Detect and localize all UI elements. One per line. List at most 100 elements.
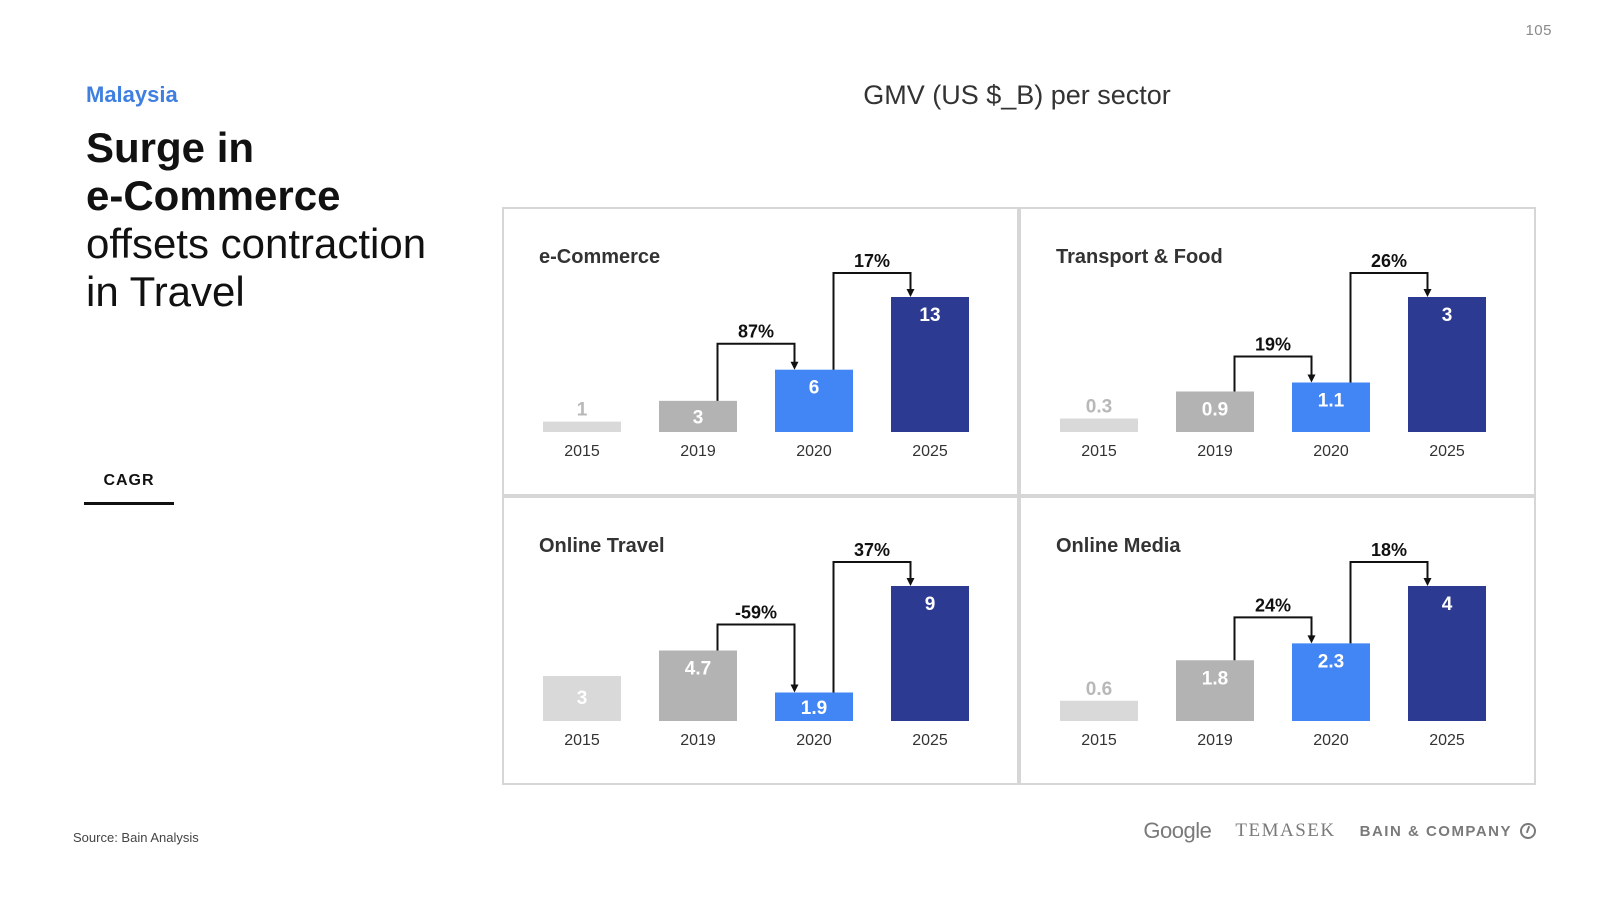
bar-2020 (1292, 382, 1370, 432)
headline-line-4: in Travel (86, 268, 245, 315)
x-tick-label: 2025 (1429, 732, 1465, 749)
x-tick-label: 2025 (912, 443, 948, 460)
cagr-connector (1233, 355, 1313, 392)
cagr-connector (832, 561, 912, 693)
bar-2025 (891, 297, 969, 432)
data-label: 3 (1442, 305, 1453, 326)
bar-2025 (1408, 586, 1486, 721)
headline: Surge in e-Commerce offsets contraction … (86, 124, 476, 316)
chart-4: Online Media 2015 0.6 2019 1.8 2020 2.3 2025 4 24… (1056, 535, 1486, 749)
cagr-connector (1349, 561, 1429, 644)
chart-title: Transport & Food (1056, 246, 1223, 268)
country-label: Malaysia (86, 82, 178, 107)
cagr-connector (1349, 272, 1429, 383)
panel-frame-2 (1019, 207, 1536, 496)
cagr-connector (716, 342, 796, 401)
cagr-label: 19% (1255, 335, 1291, 355)
data-label: 1.9 (801, 698, 827, 719)
partner-logos: Google TEMASEK BAIN & COMPANY (1143, 818, 1536, 844)
x-tick-label: 2020 (1313, 443, 1349, 460)
cagr-arrowhead (906, 578, 915, 586)
bar-2025 (891, 586, 969, 721)
headline-bold-line-2: e-Commerce (86, 172, 341, 219)
bar-2019 (1176, 391, 1254, 432)
cagr-arrowhead (1423, 578, 1432, 586)
cagr-arrowhead (1307, 635, 1316, 644)
source-note: Source: Bain Analysis (73, 830, 199, 845)
cagr-label: 24% (1255, 595, 1291, 615)
x-tick-label: 2025 (912, 732, 948, 749)
chart-2: Transport & Food 2015 0.3 2019 0.9 2020 1.1 202… (1056, 246, 1486, 460)
temasek-logo: TEMASEK (1235, 820, 1336, 841)
data-label: 0.3 (1086, 397, 1112, 418)
bar-2015 (543, 421, 621, 432)
cagr-arrowhead (790, 361, 799, 370)
chart-3: Online Travel 2015 3 2019 4.7 2020 1.9 2025 9 -59… (539, 535, 969, 749)
chart-heading: GMV (US $_B) per sector (863, 80, 1171, 110)
cagr-label: 26% (1371, 251, 1407, 271)
panel-frame-3 (502, 496, 1019, 785)
chart-panel: e-Commerce 2015 1 2019 3 2020 6 2025 13 87% 17% Tra… (502, 207, 1536, 785)
data-label: 9 (925, 594, 936, 615)
cagr-connector (716, 623, 796, 686)
headline-bold-line-1: Surge in (86, 124, 255, 171)
bar-2020 (1292, 643, 1370, 721)
bain-mark-icon (1520, 823, 1536, 839)
bar-2015 (1060, 418, 1138, 432)
data-label: 1.8 (1202, 668, 1228, 689)
x-tick-label: 2015 (1081, 443, 1117, 460)
data-label: 4.7 (685, 659, 711, 680)
cagr-arrowhead (1423, 289, 1432, 297)
x-tick-label: 2019 (1197, 443, 1233, 460)
cagr-label: 37% (854, 540, 890, 560)
cagr-label: 17% (854, 251, 890, 271)
data-label: 3 (577, 688, 588, 709)
cagr-label: 87% (738, 322, 774, 342)
bar-2020 (775, 692, 853, 721)
page-number: 105 (1525, 22, 1552, 39)
chart-1: e-Commerce 2015 1 2019 3 2020 6 2025 13 87% 17% (539, 246, 969, 460)
cagr-label: 18% (1371, 540, 1407, 560)
chart-title: e-Commerce (539, 246, 660, 268)
x-tick-label: 2020 (796, 443, 832, 460)
x-tick-label: 2025 (1429, 443, 1465, 460)
data-label: 2.3 (1318, 651, 1344, 672)
bain-logo-text: BAIN & COMPANY (1359, 822, 1512, 840)
bar-2019 (659, 400, 737, 432)
panel-frame-1 (502, 207, 1019, 496)
x-tick-label: 2019 (1197, 732, 1233, 749)
data-label: 0.6 (1086, 679, 1112, 700)
cagr-connector (1233, 616, 1313, 661)
x-tick-label: 2019 (680, 732, 716, 749)
cagr-legend: CAGR (84, 472, 174, 505)
data-label: 0.9 (1202, 400, 1228, 421)
bar-2019 (659, 650, 737, 721)
cagr-arrowhead (1307, 374, 1316, 383)
bar-2015 (1060, 700, 1138, 721)
bar-2015 (543, 676, 621, 721)
cagr-arrowhead (790, 684, 799, 693)
panel-frame-4 (1019, 496, 1536, 785)
x-tick-label: 2019 (680, 443, 716, 460)
cagr-arrowhead (906, 289, 915, 297)
headline-line-3: offsets contraction (86, 220, 427, 267)
x-tick-label: 2015 (564, 732, 600, 749)
data-label: 1 (577, 400, 588, 421)
data-label: 4 (1442, 594, 1453, 615)
bar-2019 (1176, 660, 1254, 721)
cagr-connector (832, 272, 912, 370)
data-label: 13 (919, 305, 940, 326)
bain-logo: BAIN & COMPANY (1360, 823, 1536, 840)
data-label: 3 (693, 407, 704, 428)
x-tick-label: 2015 (1081, 732, 1117, 749)
data-label: 6 (809, 378, 820, 399)
charts-svg: e-Commerce 2015 1 2019 3 2020 6 2025 13 87% 17% Tra… (502, 207, 1536, 785)
chart-title: Online Travel (539, 535, 665, 557)
bar-2025 (1408, 297, 1486, 432)
x-tick-label: 2015 (564, 443, 600, 460)
x-tick-label: 2020 (1313, 732, 1349, 749)
bar-2020 (775, 369, 853, 432)
x-tick-label: 2020 (796, 732, 832, 749)
data-label: 1.1 (1318, 391, 1345, 412)
google-logo: Google (1143, 818, 1212, 843)
